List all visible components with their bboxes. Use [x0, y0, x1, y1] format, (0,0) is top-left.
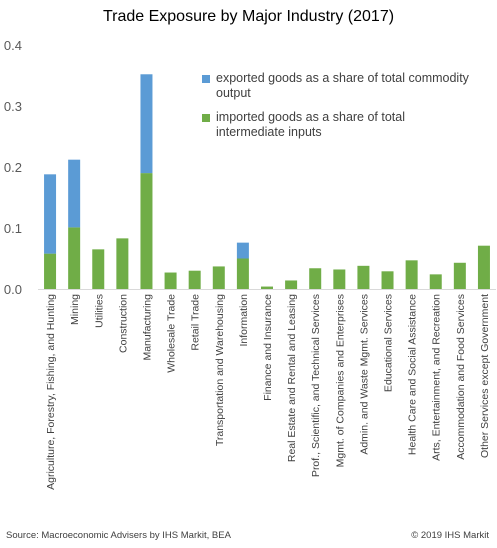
bar-imported — [212, 266, 225, 289]
bar-imported — [309, 268, 322, 289]
legend-label-imported: imported goods as a share of total inter… — [216, 110, 406, 139]
source-note: Source: Macroeconomic Advisers by IHS Ma… — [6, 530, 231, 541]
x-tick-label: Retail Trade — [190, 294, 202, 351]
bar-imported — [92, 249, 105, 289]
x-tick-label: Educational Services — [383, 294, 395, 392]
bar-imported — [164, 272, 177, 289]
bar-imported — [188, 270, 201, 289]
bar-exported — [140, 74, 153, 174]
bar-imported — [429, 274, 442, 289]
bar-imported — [261, 286, 273, 289]
x-tick-label: Health Care and Social Assistance — [407, 294, 419, 455]
x-tick-label: Finance and Insurance — [262, 294, 274, 401]
chart-title: Trade Exposure by Major Industry (2017) — [102, 8, 395, 25]
x-tick-label: Transportation and Warehousing — [214, 294, 226, 446]
bar-exported — [236, 242, 249, 259]
legend-swatch-imported — [202, 114, 210, 122]
bar-imported — [405, 260, 418, 289]
x-tick-label: Information — [238, 294, 250, 347]
bar-imported — [116, 238, 129, 289]
x-tick-label: Agriculture, Forestry, Fishing, and Hunt… — [45, 294, 57, 490]
x-tick-label: Other Services except Government — [479, 294, 491, 458]
y-tick-label: 0.3 — [4, 99, 22, 114]
x-tick-label: Arts, Entertainment, and Recreation — [431, 294, 443, 461]
bar-imported — [477, 245, 490, 289]
x-tick-label: Prof., Scientific, and Technical Service… — [310, 294, 322, 477]
bar-imported — [381, 271, 394, 289]
x-tick-label: Manufacturing — [141, 294, 153, 361]
bar-imported — [140, 173, 153, 289]
bar-exported — [68, 159, 81, 228]
bar-imported — [453, 262, 466, 289]
bar-imported — [285, 280, 298, 289]
x-tick-label: Real Estate and Rental and Leasing — [286, 294, 298, 462]
x-tick-label: Wholesale Trade — [166, 294, 178, 373]
x-tick-label: Mining — [69, 294, 81, 325]
bar-imported — [333, 269, 346, 289]
bar-imported — [236, 258, 249, 289]
copyright-note: © 2019 IHS Markit — [411, 530, 489, 541]
x-tick-label: Mgmt. of Companies and Enterprises — [334, 294, 346, 467]
bar-imported — [44, 253, 57, 289]
y-tick-label: 0.1 — [4, 221, 22, 236]
x-tick-label: Admin. and Waste Mgmt. Services — [358, 294, 370, 455]
legend-label-exported: exported goods as a share of total commo… — [216, 71, 469, 100]
bar-imported — [357, 265, 370, 289]
bar-exported — [44, 174, 57, 254]
y-tick-label: 0.4 — [4, 38, 22, 53]
y-tick-label: 0.0 — [4, 282, 22, 297]
x-tick-label: Construction — [117, 294, 129, 353]
legend-swatch-exported — [202, 75, 210, 83]
x-tick-label: Accommodation and Food Services — [455, 294, 467, 460]
y-tick-label: 0.2 — [4, 160, 22, 175]
bar-imported — [68, 227, 81, 289]
x-tick-label: Utilities — [93, 294, 105, 328]
